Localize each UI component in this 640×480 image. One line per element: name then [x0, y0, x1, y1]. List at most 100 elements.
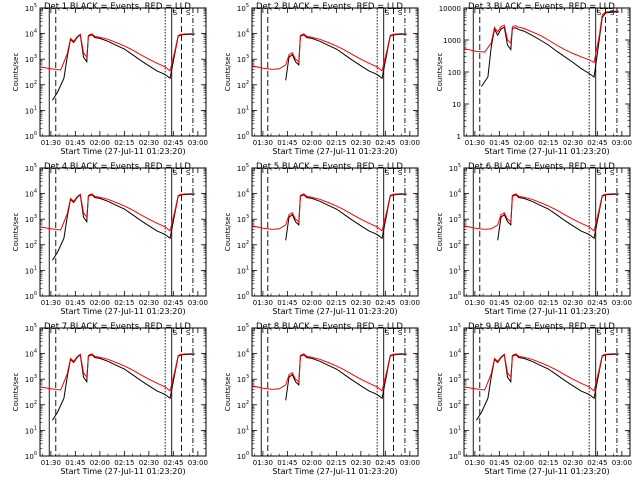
y-tick-label: 102	[25, 80, 37, 90]
x-tick-label: 02:00	[514, 459, 534, 467]
y-tick-label: 100	[237, 291, 249, 301]
x-tick-label: 02:15	[538, 299, 558, 307]
x-tick-label: 02:45	[163, 459, 183, 467]
x-tick-label: 02:45	[375, 459, 395, 467]
y-tick-label: 102	[449, 240, 461, 250]
x-tick-label: 01:30	[465, 299, 485, 307]
x-tick-label: 03:00	[188, 299, 208, 307]
chart-title: Det 8 BLACK = Events, RED = LLD	[256, 322, 403, 332]
y-tick-label: 105	[25, 163, 37, 173]
series-line-lld	[39, 33, 195, 72]
y-tick-label: 105	[237, 323, 249, 333]
plot-frame	[251, 327, 419, 457]
x-tick-label: 02:45	[587, 299, 607, 307]
y-tick-label: 100	[449, 291, 461, 301]
annotation-label: S	[173, 9, 178, 17]
series-line-events	[480, 11, 619, 87]
plot-frame	[251, 7, 419, 137]
x-tick-label: 02:15	[326, 299, 346, 307]
x-tick-label: 01:30	[465, 459, 485, 467]
y-tick-label: 101	[25, 265, 37, 275]
x-axis-label: Start Time (27-Jul-11 01:23:20)	[272, 147, 397, 156]
annotation-label: S	[597, 169, 602, 177]
chart-title: Det 4 BLACK = Events, RED = LLD	[44, 162, 191, 172]
x-tick-label: 02:15	[114, 139, 134, 147]
y-tick-label: 103	[449, 214, 461, 224]
y-tick-label: 104	[449, 189, 461, 199]
series-line-lld	[463, 193, 619, 232]
y-tick-label: 103	[25, 374, 37, 384]
chart-panel-4: 100 101 102 103 104 105 01:30 01:45 02:00 02:15 02…	[12, 162, 208, 316]
x-tick-label: 01:30	[465, 139, 485, 147]
chart-title: Det 9 BLACK = Events, RED = LLD	[468, 322, 615, 332]
y-tick-label: 1000	[443, 37, 461, 45]
annotation-label: S	[385, 9, 390, 17]
chart-title: Det 2 BLACK = Events, RED = LLD	[256, 2, 403, 12]
x-tick-label: 02:45	[587, 459, 607, 467]
annotation-label: S	[186, 9, 191, 17]
y-tick-label: 104	[237, 349, 249, 359]
x-tick-label: 01:45	[65, 459, 85, 467]
chart-title: Det 6 BLACK = Events, RED = LLD	[468, 162, 615, 172]
x-tick-label: 02:45	[375, 139, 395, 147]
x-axis-label: Start Time (27-Jul-11 01:23:20)	[60, 307, 185, 316]
y-tick-label: 101	[237, 425, 249, 435]
x-tick-label: 02:45	[163, 139, 183, 147]
x-tick-label: 02:00	[302, 459, 322, 467]
annotation-label: S	[597, 329, 602, 337]
x-tick-label: 02:15	[326, 459, 346, 467]
x-tick-label: 01:45	[277, 459, 297, 467]
series-line-lld	[463, 353, 619, 392]
x-tick-label: 01:45	[65, 139, 85, 147]
x-tick-label: 02:30	[563, 139, 583, 147]
x-tick-label: 01:30	[41, 459, 61, 467]
x-axis-label: Start Time (27-Jul-11 01:23:20)	[484, 147, 609, 156]
series-line-events	[285, 33, 407, 81]
x-tick-label: 01:30	[253, 299, 273, 307]
chart-title: Det 7 BLACK = Events, RED = LLD	[44, 322, 191, 332]
x-tick-label: 02:30	[351, 459, 371, 467]
y-tick-label: 101	[237, 265, 249, 275]
series-line-lld	[251, 33, 407, 72]
x-axis-label: Start Time (27-Jul-11 01:23:20)	[272, 307, 397, 316]
y-tick-label: 104	[25, 189, 37, 199]
chart-panel-2: 100 101 102 103 104 105 01:30 01:45 02:00 02:15 02…	[224, 2, 420, 156]
x-tick-label: 02:45	[587, 139, 607, 147]
x-tick-label: 02:00	[90, 459, 110, 467]
x-tick-label: 01:45	[489, 299, 509, 307]
y-tick-label: 100	[237, 451, 249, 461]
y-axis-label: Counts/sec	[436, 373, 444, 412]
y-axis-label: Counts/sec	[12, 53, 20, 92]
annotation-label: S	[173, 329, 178, 337]
annotation-label: S	[597, 9, 602, 17]
x-tick-label: 01:30	[41, 299, 61, 307]
chart-panel-1: 100 101 102 103 104 105 01:30 01:45 02:00 02:15 02…	[12, 2, 208, 156]
y-tick-label: 105	[25, 3, 37, 13]
y-tick-label: 103	[237, 214, 249, 224]
annotation-label: S	[385, 169, 390, 177]
series-line-lld	[251, 353, 407, 392]
x-tick-label: 02:30	[139, 139, 159, 147]
series-line-events	[497, 193, 619, 241]
y-tick-label: 10000	[439, 5, 461, 13]
y-axis-label: Counts/sec	[224, 373, 232, 412]
chart-panel-7: 100 101 102 103 104 105 01:30 01:45 02:00 02:15 02…	[12, 322, 208, 476]
annotation-label: S	[398, 9, 403, 17]
annotation-label: S	[385, 329, 390, 337]
y-tick-label: 101	[449, 425, 461, 435]
x-tick-label: 02:45	[375, 299, 395, 307]
x-tick-label: 03:00	[188, 459, 208, 467]
y-tick-label: 102	[25, 240, 37, 250]
x-tick-label: 02:00	[90, 139, 110, 147]
x-tick-label: 01:45	[277, 139, 297, 147]
y-tick-label: 101	[25, 425, 37, 435]
x-tick-label: 02:00	[90, 299, 110, 307]
y-tick-label: 101	[449, 265, 461, 275]
y-tick-label: 105	[25, 323, 37, 333]
y-tick-label: 105	[237, 163, 249, 173]
y-tick-label: 101	[237, 105, 249, 115]
chart-title: Det 1 BLACK = Events, RED = LLD	[44, 2, 191, 12]
chart-panel-5: 100 101 102 103 104 105 01:30 01:45 02:00 02:15 02…	[224, 162, 420, 316]
y-tick-label: 1	[457, 133, 461, 141]
